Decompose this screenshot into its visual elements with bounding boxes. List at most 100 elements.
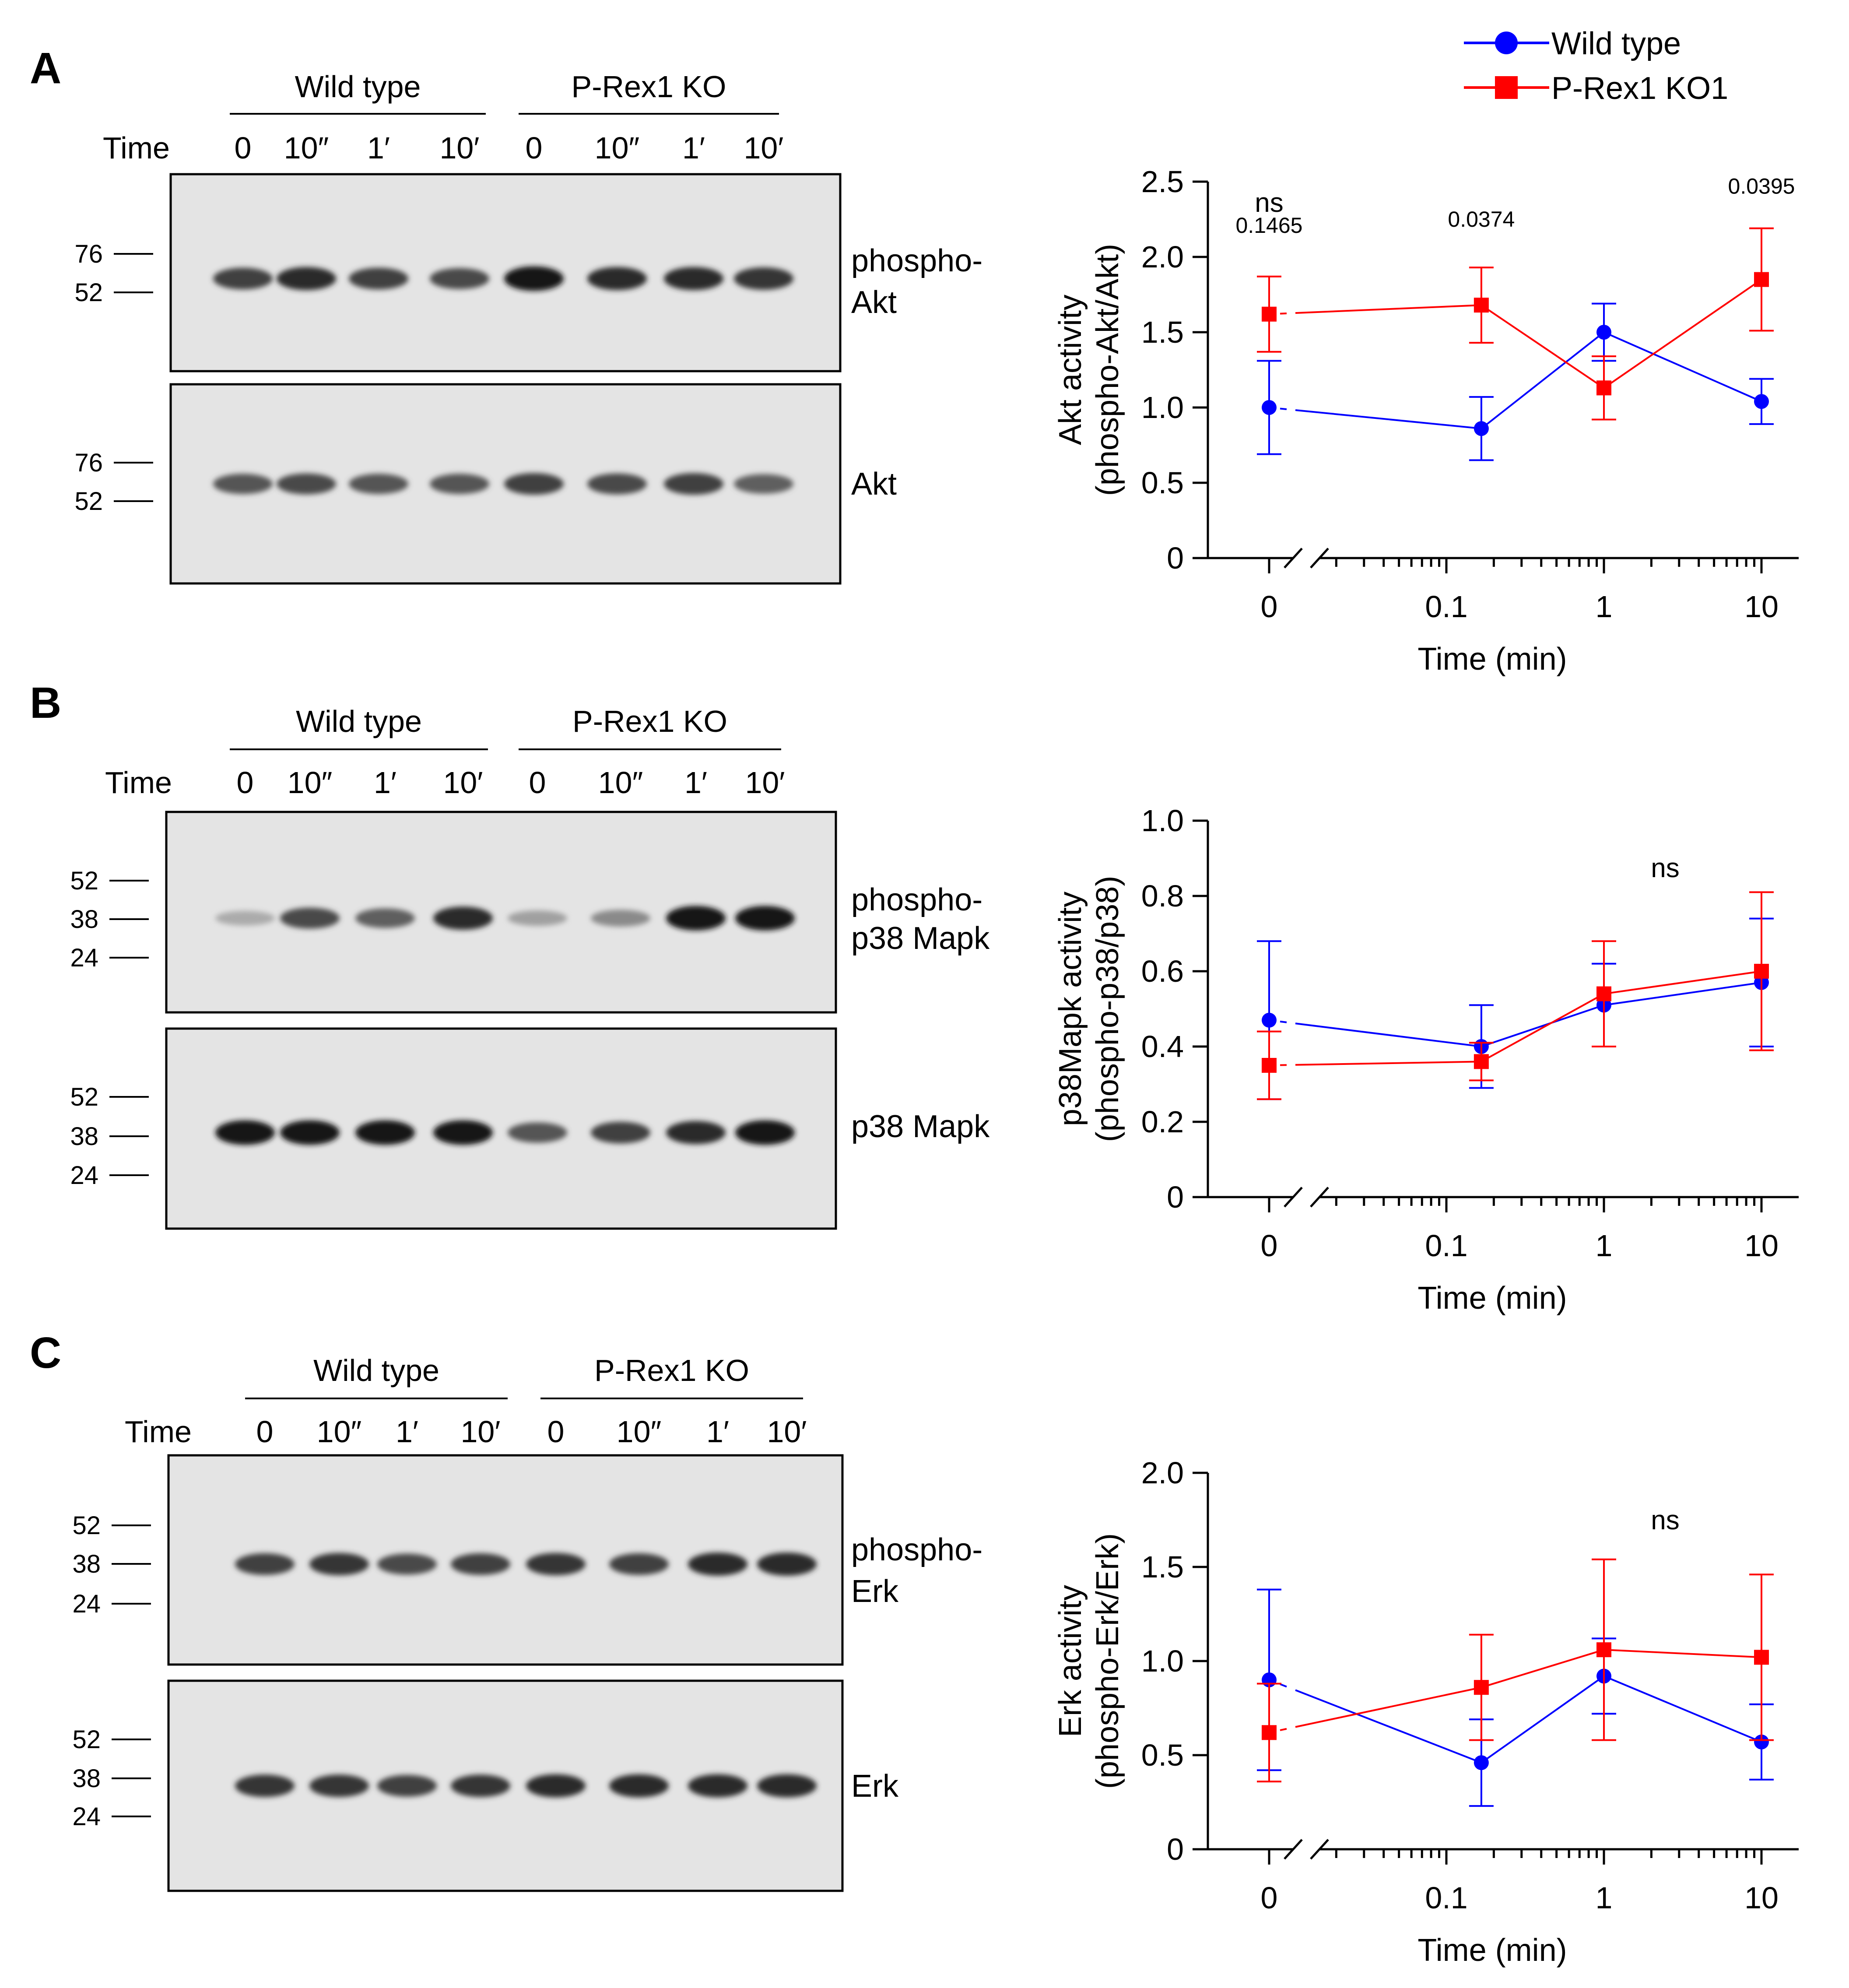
series-line <box>1295 409 1482 430</box>
mw-marker-label: 38 <box>70 1122 98 1151</box>
membrane-label: Erk <box>851 1574 899 1609</box>
mw-marker-label: 24 <box>72 1590 101 1618</box>
data-point-square <box>1474 298 1489 313</box>
data-point-square <box>1754 964 1769 979</box>
series-line-stub <box>1280 313 1287 315</box>
series-line <box>1603 1675 1762 1743</box>
x-tick-label: 0.1 <box>1425 1229 1467 1263</box>
series-line <box>1481 1675 1605 1763</box>
axis-break-mark <box>1284 1839 1303 1860</box>
blot-band <box>430 268 489 289</box>
legend-label: P-Rex1 KO1 <box>1551 71 1728 106</box>
blot-band <box>309 1552 369 1576</box>
lane-label: 10″ <box>288 766 333 800</box>
series-line <box>1603 981 1762 1006</box>
lane-label: 10″ <box>598 766 643 800</box>
legend-marker-circle <box>1495 32 1518 54</box>
y-tick-label: 2.0 <box>1141 240 1184 274</box>
membrane: 52 38 24 phospho- Erk <box>72 1454 982 1666</box>
y-tick-label: 0.8 <box>1141 879 1184 913</box>
mw-marker-label: 38 <box>72 1764 101 1793</box>
series-line <box>1481 1649 1604 1689</box>
y-tick-label: 0.6 <box>1141 954 1184 988</box>
x-axis-label: Time (min) <box>1417 642 1567 677</box>
membrane-frame <box>165 1027 837 1230</box>
blot-band <box>734 474 793 494</box>
series-line <box>1295 1689 1482 1764</box>
mw-marker-label: 52 <box>70 867 98 895</box>
blot-band <box>735 906 795 931</box>
data-point-square <box>1596 986 1611 1001</box>
membrane-label: p38 Mapk <box>851 1109 990 1144</box>
chart-2: 0 0.2 0.4 0.6 0.8 1.0 0 0.1 1 10 Time (min) p38Mapk… <box>1053 804 1799 1316</box>
y-axis-label: Akt activity <box>1053 295 1088 445</box>
mw-marker-label: 38 <box>70 905 98 934</box>
x-tick-label: 0.1 <box>1425 1881 1467 1915</box>
mw-marker-label: 76 <box>74 449 103 477</box>
series-line <box>1295 1686 1482 1728</box>
annotation-label: 0.1465 <box>1236 213 1303 238</box>
lane-label: 10″ <box>284 131 329 165</box>
lane-label: 10′ <box>440 131 480 165</box>
y-axis-label: p38Mapk activity <box>1053 892 1088 1126</box>
series-ko1 <box>1257 891 1774 1100</box>
membrane: 76 52 phospho- Akt <box>74 173 982 372</box>
x-tick-label: 0 <box>1261 1881 1278 1915</box>
blot-band <box>280 1120 340 1145</box>
lane-label: 10′ <box>443 766 483 800</box>
membrane: 52 38 24 Erk <box>72 1679 899 1892</box>
data-point-square <box>1474 1054 1489 1069</box>
blot-band <box>587 473 647 495</box>
panel-letter: A <box>30 44 61 93</box>
lane-label: 0 <box>529 766 546 800</box>
y-axis-label: (phospho-p38/p38) <box>1090 876 1125 1142</box>
lane-label: 1′ <box>367 131 390 165</box>
data-point-circle <box>1474 1755 1489 1770</box>
x-tick-label: 1 <box>1596 1229 1613 1263</box>
blot-band <box>235 1774 295 1797</box>
data-point-square <box>1262 306 1277 322</box>
series-ko1 <box>1257 227 1774 421</box>
y-tick-label: 0.5 <box>1141 1738 1184 1772</box>
x-tick-label: 10 <box>1744 1229 1779 1263</box>
membrane-label: phospho- <box>851 1532 982 1567</box>
data-point-circle <box>1474 421 1489 436</box>
axis-break-mark <box>1284 1187 1303 1208</box>
blot-panel-b: B Wild type P-Rex1 KO Time 0 10″ 1′ 10′ 0 10″ 1′ 10… <box>30 678 990 1230</box>
lane-label: 1′ <box>684 766 707 800</box>
blot-band <box>664 267 723 290</box>
y-tick-label: 0.5 <box>1141 466 1184 500</box>
data-point-square <box>1262 1725 1277 1740</box>
mw-marker-label: 52 <box>74 278 103 307</box>
data-point-square <box>1474 1680 1489 1695</box>
panel-letter: B <box>30 678 61 727</box>
group-label: Wild type <box>296 704 422 738</box>
blot-band <box>430 474 489 494</box>
blot-band <box>215 910 275 926</box>
blot-band <box>508 910 567 926</box>
blot-band <box>277 473 336 495</box>
blot-band <box>504 266 564 291</box>
series-line <box>1481 304 1605 389</box>
lane-label: 10′ <box>767 1415 807 1449</box>
mw-marker-label: 24 <box>72 1802 101 1831</box>
annotation-label: ns <box>1651 1505 1679 1535</box>
series-wild-type <box>1257 302 1774 461</box>
x-tick-label: 1 <box>1596 1881 1613 1915</box>
lane-label: 10′ <box>461 1415 501 1449</box>
y-tick-label: 1.0 <box>1141 804 1184 838</box>
series-line-stub <box>1280 407 1287 410</box>
axis-break-mark <box>1310 1839 1329 1860</box>
x-tick-label: 10 <box>1744 1881 1779 1915</box>
lane-label: 0 <box>526 131 543 165</box>
series-line-stub <box>1280 1683 1287 1688</box>
lane-label: 1′ <box>706 1415 729 1449</box>
y-tick-label: 1.5 <box>1141 315 1184 349</box>
mw-marker-label: 24 <box>70 1161 98 1190</box>
blot-band <box>609 1774 669 1798</box>
y-tick-label: 1.0 <box>1141 1644 1184 1678</box>
series-line-stub <box>1280 1728 1287 1732</box>
lane-label: 10′ <box>744 131 784 165</box>
data-point-circle <box>1596 325 1611 340</box>
